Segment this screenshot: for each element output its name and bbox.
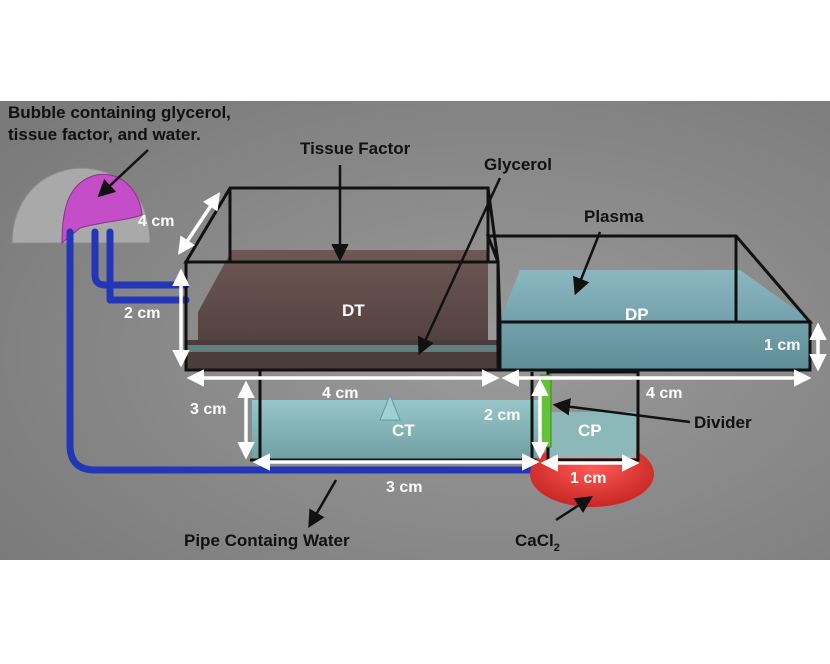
dt-height-label: 2 cm bbox=[124, 305, 160, 322]
cp-height-label: 2 cm bbox=[484, 407, 520, 424]
dt-width-label: 4 cm bbox=[322, 385, 358, 402]
divider-plate-icon bbox=[540, 374, 552, 448]
divider-label: Divider bbox=[694, 413, 752, 432]
pipe-label: Pipe Containg Water bbox=[184, 531, 350, 550]
dt-chamber bbox=[183, 186, 500, 372]
glycerol-label: Glycerol bbox=[484, 155, 552, 174]
dimension-arrows bbox=[172, 192, 827, 472]
dp-width-label: 4 cm bbox=[646, 385, 682, 402]
dp-label: DP bbox=[625, 305, 649, 324]
dt-depth-label: 4 cm bbox=[138, 213, 174, 230]
tissue-factor-label: Tissue Factor bbox=[300, 139, 411, 158]
ct-label: CT bbox=[392, 421, 415, 440]
bubble-label-line2: tissue factor, and water. bbox=[8, 125, 201, 144]
bubble-icon bbox=[61, 173, 143, 245]
pointer-arrows bbox=[97, 149, 691, 529]
cacl2-label: CaCl2 bbox=[515, 531, 560, 554]
cp-width-label: 1 cm bbox=[570, 470, 606, 487]
pipe-icon bbox=[66, 228, 544, 474]
cp-label: CP bbox=[578, 421, 602, 440]
plasma-label: Plasma bbox=[584, 207, 644, 226]
dt-label: DT bbox=[342, 301, 365, 320]
bubble-label-line1: Bubble containing glycerol, bbox=[8, 103, 231, 122]
dp-height-label: 1 cm bbox=[764, 337, 800, 354]
ct-height-label: 3 cm bbox=[190, 401, 226, 418]
ct-width-label: 3 cm bbox=[386, 479, 422, 496]
